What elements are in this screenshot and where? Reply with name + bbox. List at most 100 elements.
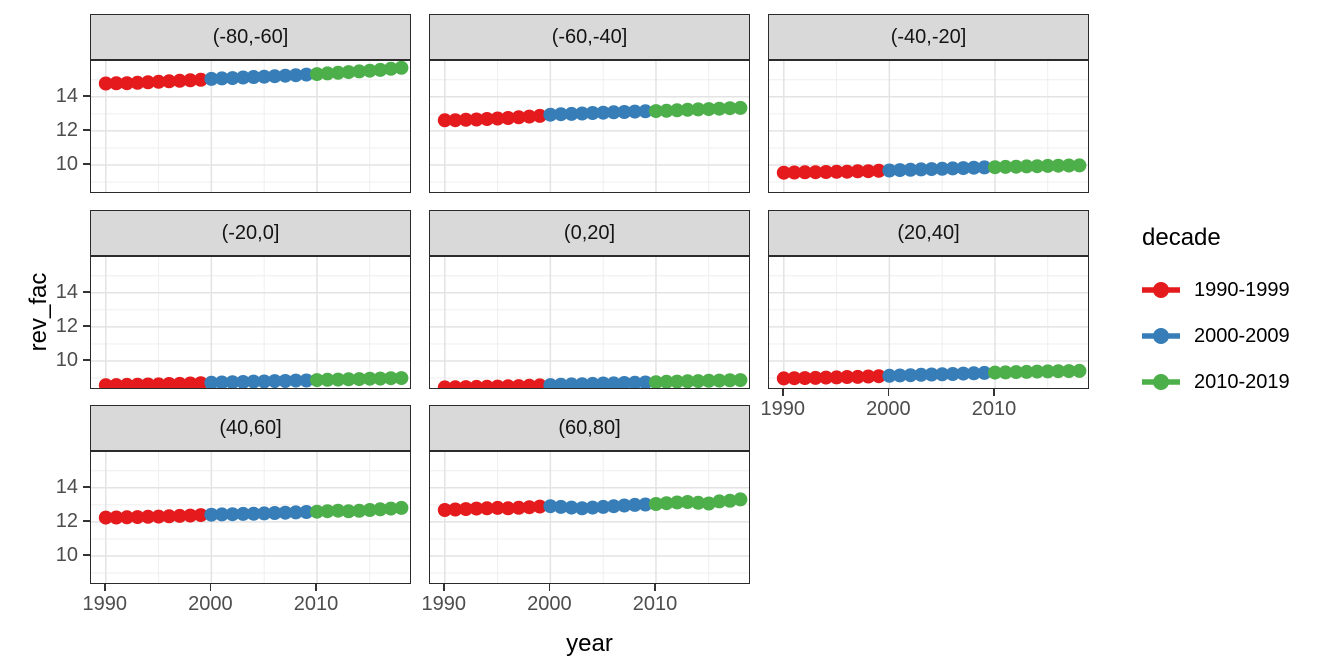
data-point <box>437 113 452 128</box>
data-point <box>691 495 706 510</box>
data-point <box>924 367 939 382</box>
data-point <box>596 105 611 120</box>
gridlines <box>91 257 410 388</box>
data-point <box>448 113 463 128</box>
data-point <box>151 74 166 89</box>
x-tick-label: 2000 <box>527 593 572 615</box>
facet-panel <box>90 256 411 389</box>
data-point <box>214 71 229 86</box>
data-point <box>130 75 145 90</box>
series-1990-1999 <box>98 72 208 91</box>
data-point <box>638 375 653 388</box>
data-point <box>373 371 388 386</box>
data-point <box>362 503 377 517</box>
facet-strip: (60,80] <box>429 405 750 451</box>
x-tick-label: 1990 <box>82 593 128 615</box>
data-point <box>288 505 303 520</box>
data-point <box>1040 364 1055 379</box>
x-tick-label: 2000 <box>188 593 233 615</box>
data-point <box>162 74 177 89</box>
data-point <box>341 372 356 387</box>
x-tick-label: 2010 <box>971 398 1017 420</box>
data-point <box>394 371 409 386</box>
facet-panel <box>429 60 750 193</box>
gridlines <box>430 257 749 388</box>
data-point <box>362 371 377 386</box>
data-point <box>511 500 526 515</box>
data-point <box>543 107 558 122</box>
legend-entries: 1990-1999 2000-2009 2010-2019 <box>1142 276 1290 396</box>
data-point <box>299 67 314 82</box>
facet-label: (40,60] <box>219 416 282 439</box>
data-point <box>924 162 939 177</box>
data-point <box>691 102 706 117</box>
data-point <box>352 372 367 387</box>
data-point <box>998 365 1013 380</box>
data-point <box>722 373 737 388</box>
data-point <box>257 69 272 84</box>
data-point <box>437 380 452 388</box>
data-point <box>733 100 748 115</box>
data-point <box>649 375 663 388</box>
data-point <box>659 496 674 511</box>
series-1990-1999 <box>437 378 547 388</box>
data-point <box>585 376 600 388</box>
series-2000-2009 <box>882 365 992 383</box>
data-point <box>532 499 547 514</box>
data-point <box>914 367 929 382</box>
data-point <box>701 373 716 388</box>
data-point <box>627 104 642 119</box>
data-point <box>458 112 473 127</box>
data-point <box>225 507 240 522</box>
x-tick-mark <box>781 389 784 396</box>
data-point <box>522 109 537 124</box>
data-point <box>490 379 505 388</box>
y-tick-mark <box>83 325 90 327</box>
data-point <box>977 160 992 175</box>
data-point <box>638 104 653 119</box>
data-point <box>722 493 737 508</box>
data-point <box>257 506 272 521</box>
y-tick-label: 14 <box>55 84 78 107</box>
x-axis-title: year <box>566 630 613 657</box>
data-point <box>819 370 833 385</box>
legend: decade 1990-1999 2000-2009 2010-2019 <box>1142 224 1290 414</box>
data-point <box>861 164 876 179</box>
data-point <box>98 510 113 525</box>
data-point <box>596 376 611 388</box>
data-point <box>458 380 473 388</box>
data-point <box>151 509 166 524</box>
series-2010-2019 <box>649 492 748 511</box>
data-point <box>141 377 155 388</box>
facet-panel <box>768 256 1089 389</box>
data-point <box>606 105 621 120</box>
data-point <box>966 366 981 381</box>
data-point <box>1019 364 1034 379</box>
legend-entry: 2000-2009 <box>1142 322 1290 350</box>
data-point <box>956 366 971 381</box>
legend-entry-label: 1990-1999 <box>1194 278 1290 301</box>
data-point <box>1051 364 1066 379</box>
series-2010-2019 <box>988 363 1087 380</box>
series-2010-2019 <box>310 371 409 388</box>
data-point <box>649 497 663 511</box>
data-point <box>543 499 558 514</box>
data-point <box>172 73 187 88</box>
data-point <box>362 63 377 78</box>
y-tick-label: 12 <box>55 118 78 141</box>
data-point <box>617 105 632 119</box>
series-2010-2019 <box>649 100 748 119</box>
data-point <box>288 373 303 388</box>
data-point <box>437 503 452 517</box>
data-point <box>193 376 208 388</box>
data-point <box>278 505 293 520</box>
data-point <box>701 102 716 117</box>
data-point <box>204 375 219 388</box>
data-point <box>480 112 494 126</box>
data-point <box>903 162 918 177</box>
data-point <box>183 508 198 523</box>
series-2000-2009 <box>204 373 314 388</box>
data-point <box>606 499 621 514</box>
x-tick-label: 1990 <box>421 593 467 615</box>
